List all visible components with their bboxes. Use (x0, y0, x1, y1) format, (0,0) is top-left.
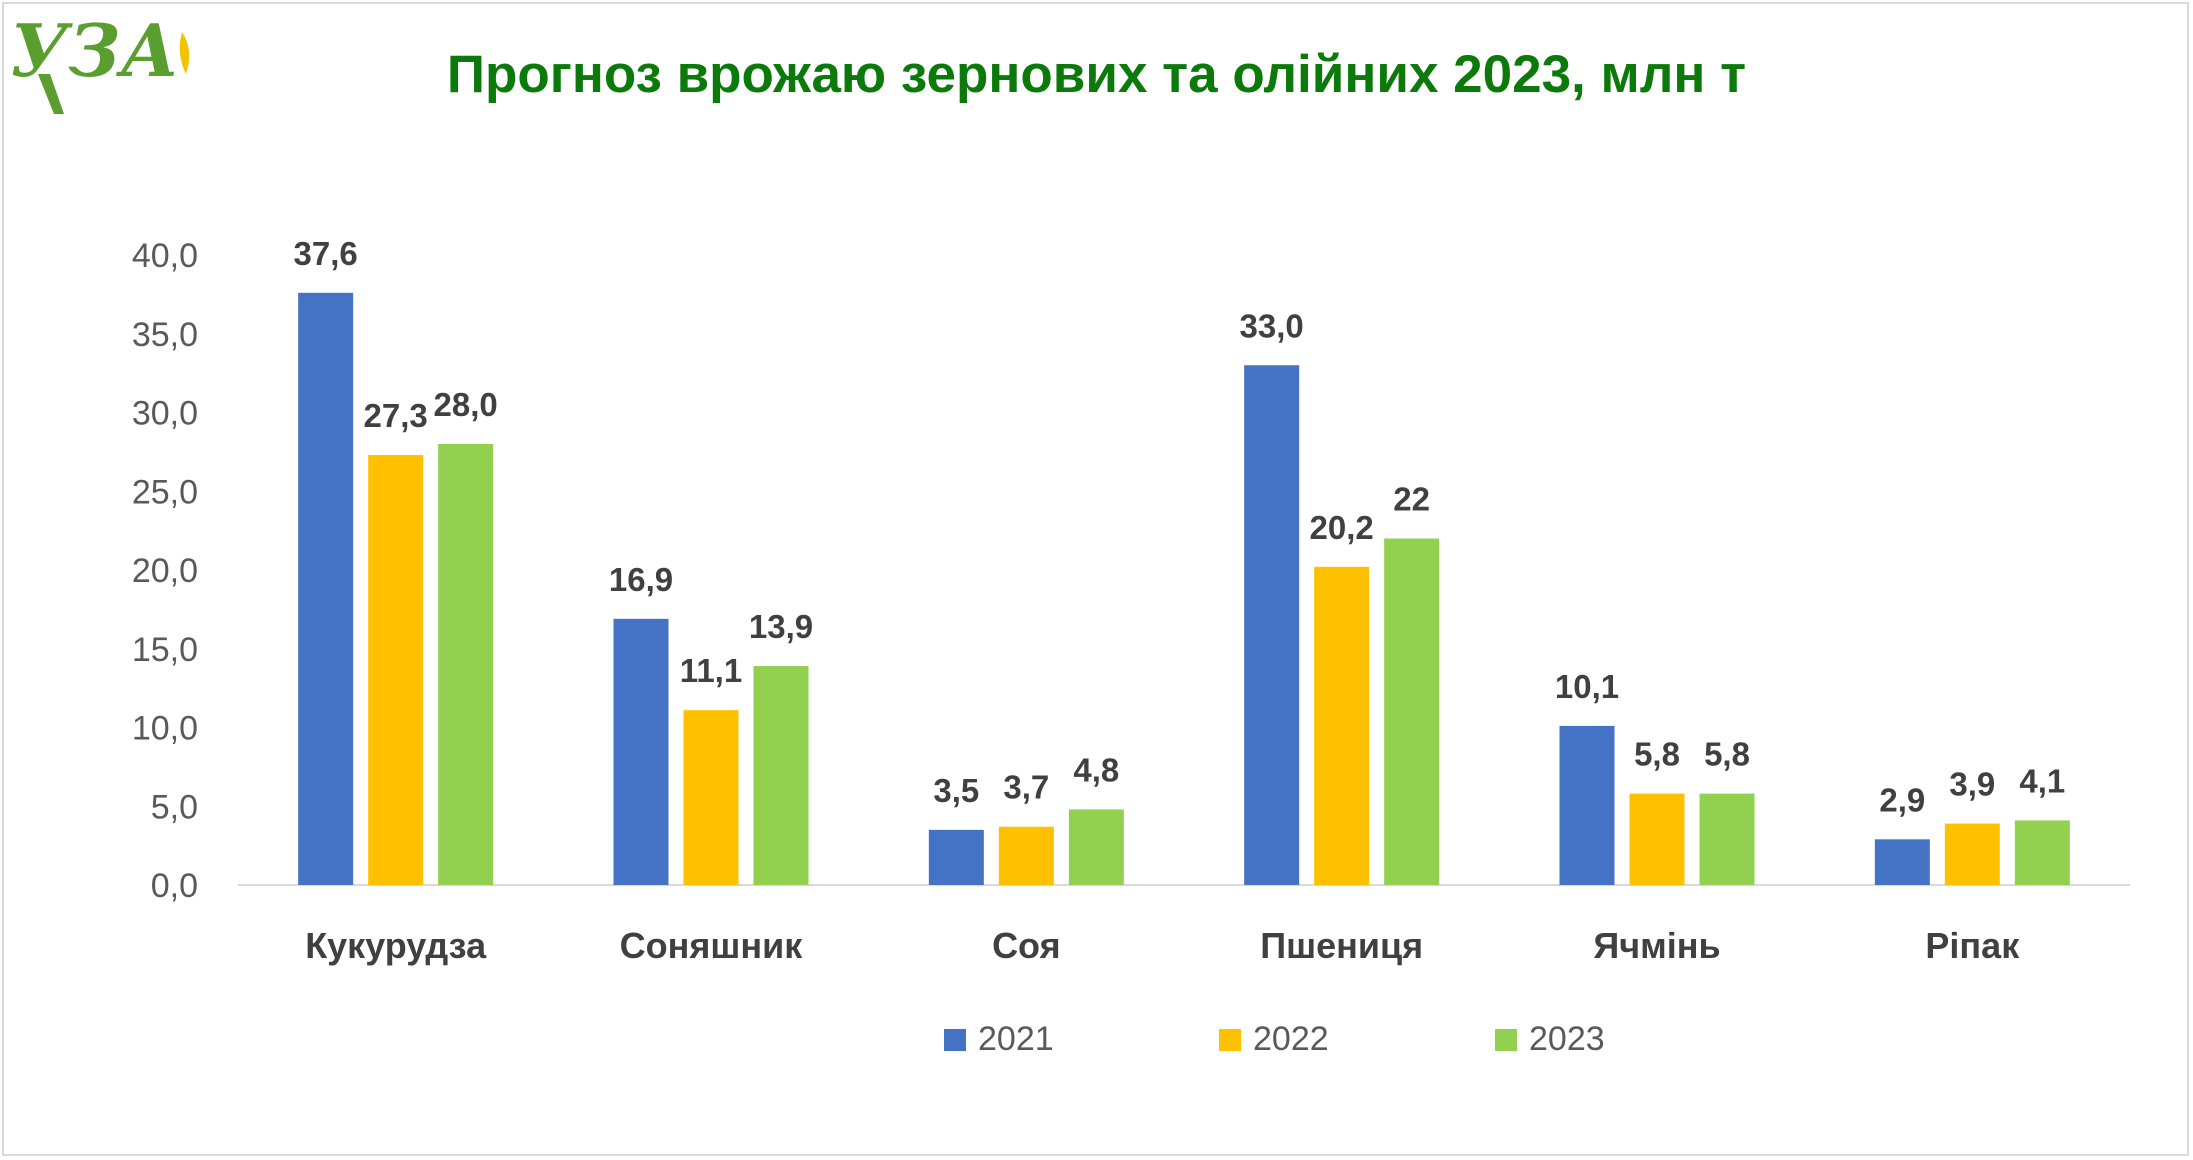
chart-title: Прогноз врожаю зернових та олійних 2023,… (446, 45, 1747, 104)
category-label: Пшениця (1260, 925, 1423, 966)
legend-swatch (944, 1028, 966, 1051)
bar-2023 (2014, 820, 2070, 885)
y-tick-label: 10,0 (132, 710, 198, 748)
legend-item-2023: 2023 (1495, 1020, 1605, 1059)
uza-logo-text: УЗА (10, 14, 179, 93)
y-tick-label: 35,0 (132, 316, 198, 354)
bar-2023 (753, 666, 809, 885)
bar-2021 (298, 292, 354, 885)
data-label: 37,6 (294, 235, 358, 272)
y-tick-label: 30,0 (132, 395, 198, 433)
data-label: 5,8 (1634, 736, 1680, 773)
legend-label: 2022 (1253, 1020, 1329, 1058)
data-label: 27,3 (364, 397, 428, 434)
bar-2022 (683, 710, 739, 885)
legend-label: 2023 (1529, 1020, 1605, 1058)
bar-2022 (1629, 793, 1685, 885)
bar-2021 (928, 829, 984, 885)
logo-stem (38, 74, 64, 114)
data-label: 16,9 (609, 561, 673, 598)
legend-item-2022: 2022 (1219, 1020, 1329, 1059)
data-label: 13,9 (749, 608, 813, 645)
data-label: 2,9 (1879, 781, 1925, 818)
data-label: 22 (1393, 481, 1430, 518)
data-label: 3,5 (933, 772, 979, 809)
y-tick-label: 40,0 (132, 237, 198, 275)
category-label: Ячмінь (1593, 925, 1720, 966)
data-label: 10,1 (1555, 668, 1619, 705)
bar-2021 (1559, 725, 1615, 885)
data-label: 33,0 (1240, 307, 1304, 344)
data-label: 11,1 (680, 652, 742, 689)
data-label: 3,9 (1949, 766, 1995, 803)
y-tick-label: 25,0 (132, 473, 198, 511)
legend: 2021 2022 2023 (0, 1020, 2193, 1070)
uza-logo: УЗА (10, 8, 210, 124)
bar-2023 (1068, 809, 1124, 885)
category-label: Кукурудза (305, 925, 487, 966)
uza-logo-graphic: УЗА (10, 8, 190, 114)
y-tick-label: 20,0 (132, 552, 198, 590)
y-tick-label: 5,0 (151, 788, 198, 826)
data-label: 20,2 (1310, 509, 1374, 546)
bar-2021 (1244, 365, 1300, 885)
bar-2023 (438, 444, 494, 885)
legend-item-2021: 2021 (944, 1020, 1054, 1059)
bar-2022 (998, 826, 1054, 885)
bar-2023 (1384, 538, 1440, 885)
bar-2021 (613, 618, 669, 885)
data-label: 28,0 (434, 386, 498, 423)
legend-swatch (1219, 1028, 1241, 1051)
category-label: Соя (992, 925, 1061, 966)
legend-swatch (1495, 1028, 1517, 1051)
data-label: 3,7 (1003, 769, 1049, 806)
legend-label: 2021 (978, 1020, 1054, 1058)
bar-2022 (1314, 566, 1370, 885)
data-label: 4,1 (2019, 762, 2065, 799)
bar-2022 (1944, 823, 2000, 885)
y-tick-label: 15,0 (132, 631, 198, 669)
bar-2023 (1699, 793, 1755, 885)
y-tick-label: 0,0 (151, 867, 198, 905)
wheat-icon (179, 32, 190, 74)
bar-2021 (1874, 839, 1930, 885)
data-label: 5,8 (1704, 736, 1750, 773)
data-label: 4,8 (1073, 751, 1119, 788)
bar-2022 (368, 455, 424, 885)
category-label: Ріпак (1925, 925, 2020, 966)
category-label: Соняшник (620, 925, 804, 966)
